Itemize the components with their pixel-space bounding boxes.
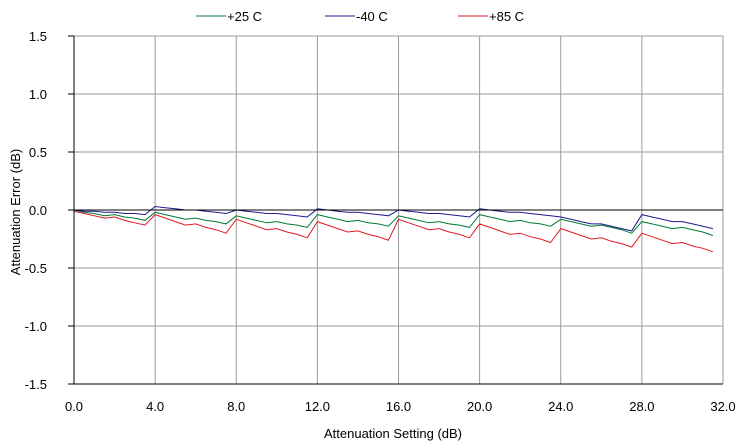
- legend-label: -40 C: [356, 9, 388, 24]
- legend-label: +85 C: [489, 9, 524, 24]
- legend: +25 C -40 C +85 C: [196, 9, 524, 24]
- x-tick-label: 32.0: [710, 399, 735, 414]
- y-tick-label: 0.5: [29, 145, 47, 160]
- y-tick-label: 1.0: [29, 87, 47, 102]
- series-line: [74, 211, 713, 252]
- y-tick-label: -1.0: [25, 319, 47, 334]
- y-tick-label: 0.0: [29, 203, 47, 218]
- x-axis-label: Attenuation Setting (dB): [324, 426, 462, 441]
- x-tick-label: 4.0: [146, 399, 164, 414]
- x-tick-label: 28.0: [629, 399, 654, 414]
- series-lines: [74, 207, 713, 252]
- x-tick-label: 24.0: [548, 399, 573, 414]
- y-tick-label: 1.5: [29, 29, 47, 44]
- y-tick-label: -0.5: [25, 261, 47, 276]
- x-tick-label: 12.0: [305, 399, 330, 414]
- y-tick-label: -1.5: [25, 377, 47, 392]
- x-tick-label: 20.0: [467, 399, 492, 414]
- x-tick-label: 16.0: [386, 399, 411, 414]
- legend-label: +25 C: [227, 9, 262, 24]
- x-tick-label: 0.0: [65, 399, 83, 414]
- y-axis-label: Attenuation Error (dB): [8, 149, 23, 275]
- series-line: [74, 210, 713, 236]
- x-tick-label: 8.0: [227, 399, 245, 414]
